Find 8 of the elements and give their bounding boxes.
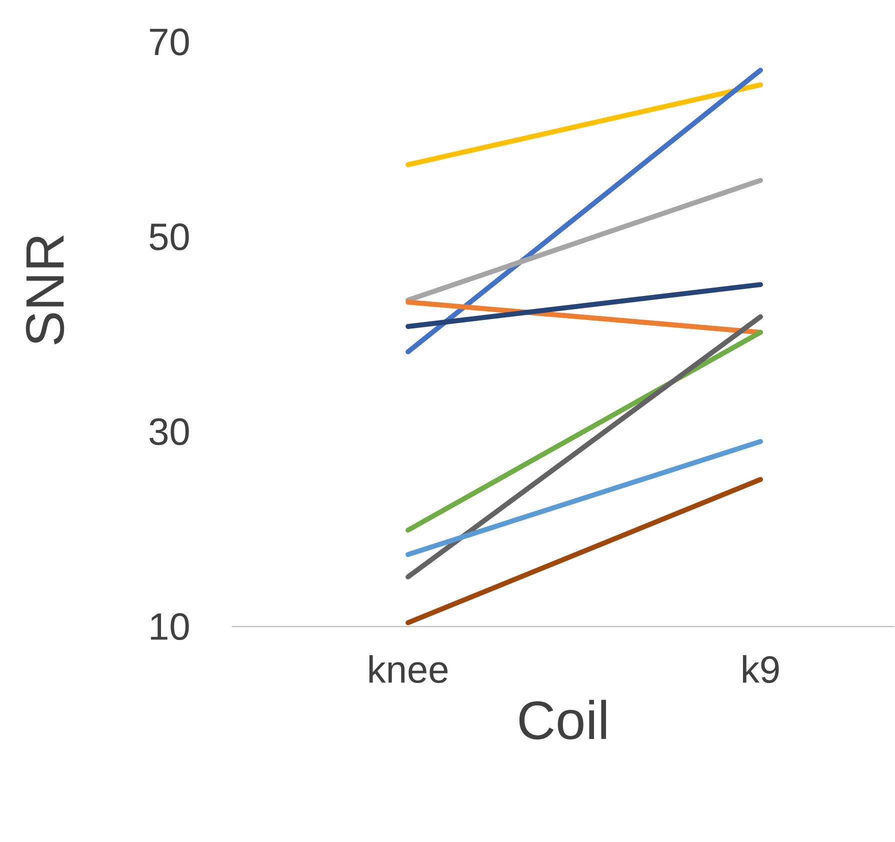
- y-tick-label: 70: [150, 28, 189, 56]
- y-axis-title: SNR: [26, 235, 64, 344]
- y-tick-label: 50: [150, 223, 189, 250]
- x-tick-label: knee: [369, 654, 448, 683]
- x-axis-title: Coil: [519, 700, 606, 740]
- x-tick-label: k9: [742, 654, 779, 683]
- y-tick-label: 10: [151, 612, 189, 640]
- y-tick-label: 30: [150, 418, 189, 445]
